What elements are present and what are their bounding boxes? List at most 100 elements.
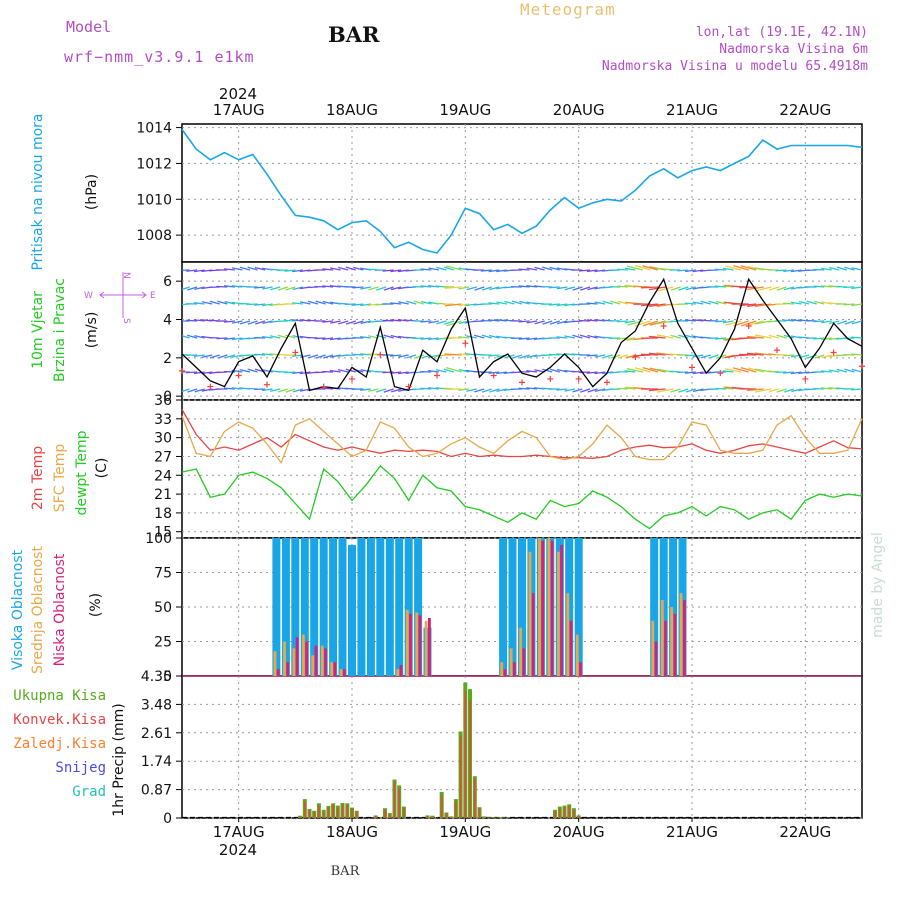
wind-vector-arrow xyxy=(224,354,236,359)
cloud-bar-cloud_mid xyxy=(311,655,315,676)
wind-vector-arrow xyxy=(526,285,538,288)
wind-vector-arrow xyxy=(526,370,538,373)
wind-vector-arrow xyxy=(586,371,598,374)
wind-vector-arrow xyxy=(564,335,576,339)
year-label-bottom: 2024 xyxy=(219,841,257,859)
wind-vector-arrow xyxy=(715,387,727,390)
cloud-bar-cloud_mid xyxy=(519,627,522,676)
cloud-bar-cloud_high xyxy=(272,538,281,676)
wind-vector-arrow xyxy=(390,371,402,375)
wind-marker xyxy=(547,375,554,382)
wind-vector-arrow xyxy=(518,337,530,340)
wind-vector-arrow xyxy=(542,266,553,271)
wind-vector-arrow xyxy=(851,353,862,356)
cloud-bar-cloud_high xyxy=(319,538,328,676)
wind-vector-arrow xyxy=(436,320,447,325)
wind-vector-arrow xyxy=(262,320,273,324)
wind-vector-arrow xyxy=(678,388,689,393)
wind-vector-arrow xyxy=(428,369,439,373)
y-tick-label: 0.87 xyxy=(141,783,172,799)
wind-vector-arrow xyxy=(182,388,190,393)
wind-vector-arrow xyxy=(692,388,704,393)
wind-marker xyxy=(774,347,780,354)
wind-vector-arrow xyxy=(649,286,666,291)
wind-vector-arrow xyxy=(534,266,545,271)
model-label: Model xyxy=(66,18,112,36)
cloud-bar-cloud_mid xyxy=(283,641,286,676)
wind-legend-e: E xyxy=(150,291,156,301)
day-label-top: 22AUG xyxy=(779,101,831,119)
wind-vector-arrow xyxy=(458,368,470,373)
wind-vector-arrow xyxy=(829,320,840,325)
wind-vector-arrow xyxy=(836,320,848,325)
y-tick-label: 1014 xyxy=(136,121,172,137)
wind-vector-arrow xyxy=(458,303,470,307)
wind-vector-arrow xyxy=(556,286,568,290)
wind-vector-arrow xyxy=(337,266,349,271)
wind-vector-arrow xyxy=(383,286,394,291)
cloud-bar-cloud_mid xyxy=(660,600,664,676)
wind-vector-arrow xyxy=(648,335,666,339)
wind-vector-arrow xyxy=(223,268,235,271)
wind-marker xyxy=(462,340,469,347)
wind-vector-arrow xyxy=(790,301,802,305)
wind-vector-arrow xyxy=(360,336,371,339)
precip-bar-precip_conv xyxy=(322,811,325,818)
wind-vector-arrow xyxy=(182,286,190,291)
wind-vector-arrow xyxy=(382,319,394,322)
wind-vector-arrow xyxy=(182,335,190,339)
wind-vector-arrow xyxy=(285,388,296,393)
wind-vector-arrow xyxy=(851,388,862,391)
wind-vector-arrow xyxy=(360,369,372,373)
wind-vector-arrow xyxy=(700,300,712,305)
wind-vector-arrow xyxy=(277,388,288,393)
cloud-bar-cloud_mid xyxy=(339,669,343,676)
wind-vector-arrow xyxy=(579,269,591,272)
cloud-bar-cloud_low xyxy=(579,662,582,676)
wind-vector-arrow xyxy=(851,368,862,373)
wind-vector-arrow xyxy=(768,388,780,393)
wind-vector-arrow xyxy=(182,304,183,305)
cloud-bar-cloud_low xyxy=(531,593,535,676)
wind-vector-arrow xyxy=(624,387,636,390)
cloud-bar-cloud_low xyxy=(324,648,327,676)
wind-vector-arrow xyxy=(466,286,477,291)
precip-bar-precip_conv xyxy=(318,805,320,818)
cloud-bar-cloud_low xyxy=(683,600,686,676)
wind-vector-arrow xyxy=(587,286,598,291)
cloud-bar-cloud_mid xyxy=(302,634,305,676)
y-tick-label: 15 xyxy=(154,525,172,541)
wind-vector-arrow xyxy=(684,319,696,322)
wind-vector-arrow xyxy=(231,354,243,358)
wind-vector-arrow xyxy=(564,388,576,392)
wind-vector-arrow xyxy=(739,303,757,307)
wind-vector-arrow xyxy=(844,368,855,373)
wind-vector-arrow xyxy=(722,267,734,271)
wind-vector-arrow xyxy=(526,354,538,359)
wind-vector-arrow xyxy=(851,336,862,339)
wind-vector-arrow xyxy=(182,287,183,288)
wind-vector-arrow xyxy=(329,369,341,373)
wind-vector-arrow xyxy=(518,285,530,288)
wind-vector-arrow xyxy=(747,303,764,308)
cloud-bar-cloud_mid xyxy=(320,645,324,676)
precip-bar-precip_conv xyxy=(351,808,353,818)
wind-vector-arrow xyxy=(836,266,848,271)
y-tick-label: 0 xyxy=(163,669,172,685)
wind-vector-arrow xyxy=(768,286,780,291)
wind-vector-arrow xyxy=(337,369,349,373)
wind-vector-arrow xyxy=(526,387,538,390)
wind-vector-arrow xyxy=(435,369,447,373)
wind-vector-arrow xyxy=(624,267,636,271)
wind-vector-arrow xyxy=(193,319,205,322)
wind-vector-arrow xyxy=(692,301,704,305)
cloud-bar-cloud_high xyxy=(499,538,508,676)
wind-vector-arrow xyxy=(428,337,439,341)
day-label-bottom: 17AUG xyxy=(213,823,265,841)
wind-vector-arrow xyxy=(556,388,568,391)
wind-vector-arrow xyxy=(616,285,628,288)
wind-vector-arrow xyxy=(254,286,266,289)
wind-vector-arrow xyxy=(322,320,334,323)
cloud-bar-cloud_mid xyxy=(575,634,579,676)
wind-vector-arrow xyxy=(323,354,334,359)
